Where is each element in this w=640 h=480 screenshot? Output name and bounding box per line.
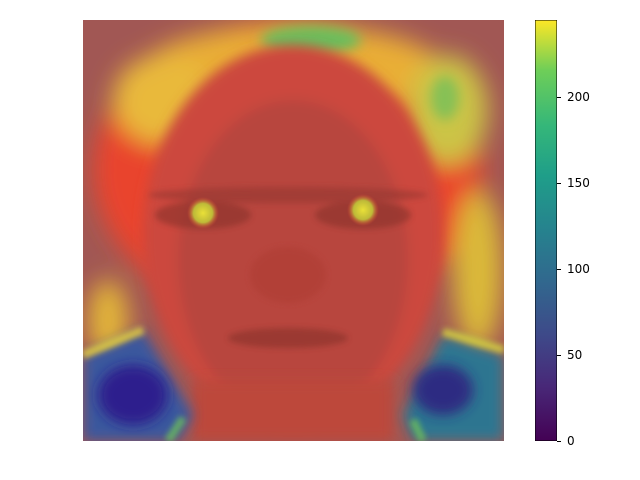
colorbar-tick-mark — [557, 96, 561, 98]
face-heatmap-image — [83, 20, 504, 441]
colorbar-tick-mark — [557, 354, 561, 356]
colorbar — [535, 20, 557, 441]
colorbar-tick-mark — [557, 268, 561, 270]
colorbar-tick-label: 100 — [567, 262, 590, 277]
colorbar-tick-label: 0 — [567, 434, 575, 448]
colorbar-tick-label: 50 — [567, 348, 583, 363]
colorbar-tick-mark — [557, 440, 561, 442]
colorbar-tick-mark — [557, 182, 561, 184]
colorbar-tick-label: 150 — [567, 176, 590, 191]
colorbar-tick-label: 200 — [567, 90, 590, 105]
